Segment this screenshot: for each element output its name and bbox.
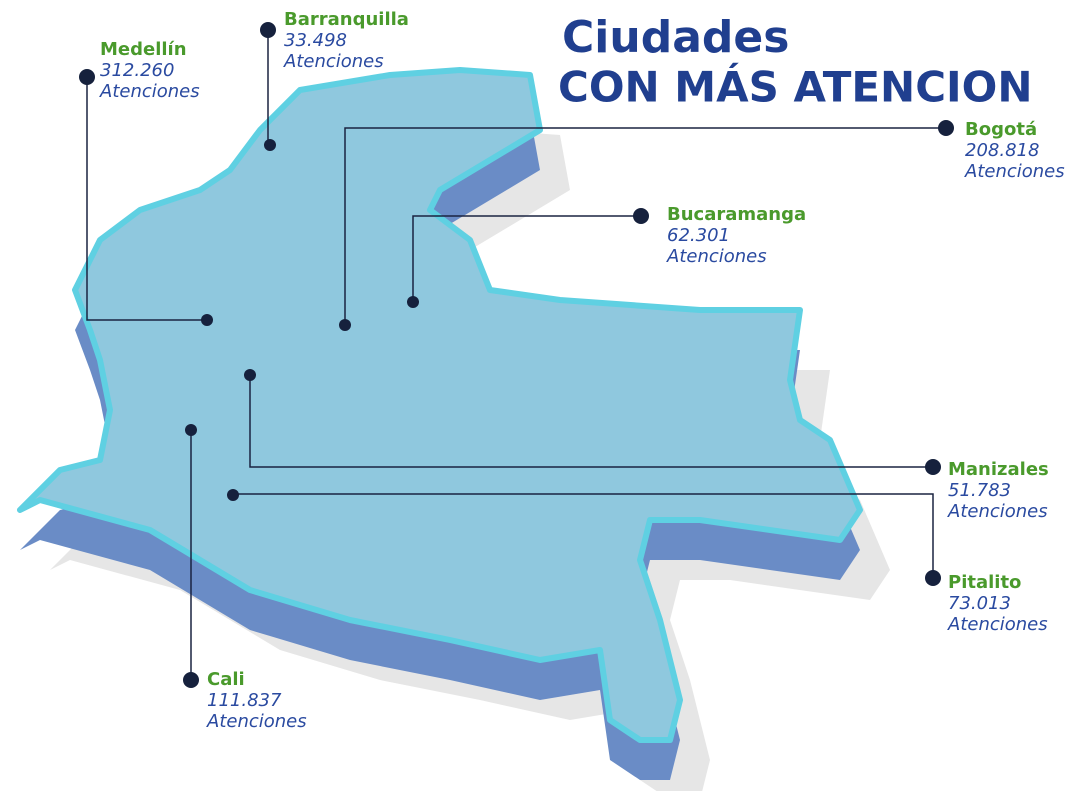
city-unit: Atenciones [666, 246, 767, 267]
city-count: 73.013 [948, 593, 1011, 614]
city-dot [185, 424, 197, 436]
label-dot [633, 208, 649, 224]
city-name: Manizales [948, 459, 1049, 480]
leader-line [233, 493, 934, 578]
label-dot [79, 69, 95, 85]
city-dot [407, 296, 419, 308]
city-count: 111.837 [207, 690, 282, 711]
label-dot [183, 672, 199, 688]
city-dot [264, 139, 276, 151]
city-count: 208.818 [965, 140, 1039, 161]
city-dot [244, 369, 256, 381]
label-dot [925, 570, 941, 586]
city-unit: Atenciones [947, 614, 1048, 635]
label-dot [925, 459, 941, 475]
city-dot [201, 314, 213, 326]
city-unit: Atenciones [283, 51, 384, 72]
leader-line [86, 77, 207, 321]
city-count: 62.301 [667, 225, 730, 246]
title-line1: Ciudades [562, 12, 789, 63]
map-top [17, 67, 863, 743]
city-name: Bogotá [965, 119, 1037, 140]
city-count: 33.498 [284, 30, 347, 51]
city-dot [339, 319, 351, 331]
leader-line [344, 127, 946, 325]
leader-line [249, 375, 933, 468]
city-dot [227, 489, 239, 501]
city-name: Barranquilla [284, 9, 409, 30]
city-name: Bucaramanga [667, 204, 806, 225]
city-name: Pitalito [948, 572, 1021, 593]
city-unit: Atenciones [206, 711, 307, 732]
city-name: Medellín [100, 39, 187, 60]
city-name: Cali [207, 669, 245, 690]
city-unit: Atenciones [947, 501, 1048, 522]
leader-line [412, 215, 641, 302]
map [17, 67, 890, 791]
city-unit: Atenciones [99, 81, 200, 102]
title-line2: CON MÁS ATENCION [558, 62, 1033, 112]
city-unit: Atenciones [964, 161, 1065, 182]
label-dot [260, 22, 276, 38]
city-count: 51.783 [948, 480, 1011, 501]
city-count: 312.260 [100, 60, 174, 81]
label-dot [938, 120, 954, 136]
